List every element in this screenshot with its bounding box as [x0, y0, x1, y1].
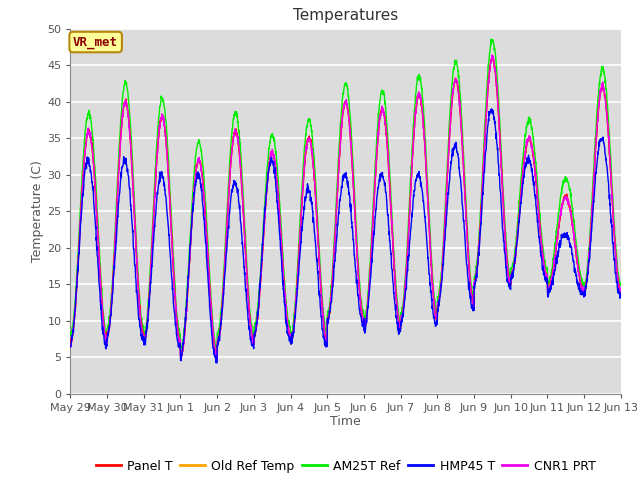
Text: VR_met: VR_met — [73, 36, 118, 48]
HMP45 T — [67, 343, 74, 349]
CNR1 PRT — [488, 52, 496, 58]
AM25T Ref — [67, 331, 74, 337]
Panel T — [617, 291, 625, 297]
CNR1 PRT — [569, 221, 577, 227]
AM25T Ref — [487, 36, 495, 42]
AM25T Ref — [584, 261, 592, 266]
AM25T Ref — [617, 279, 625, 285]
AM25T Ref — [362, 314, 369, 320]
Line: Old Ref Temp: Old Ref Temp — [70, 58, 621, 359]
Line: CNR1 PRT: CNR1 PRT — [70, 55, 621, 360]
AM25T Ref — [213, 349, 221, 355]
Old Ref Temp — [177, 356, 184, 361]
HMP45 T — [220, 280, 228, 286]
Old Ref Temp — [374, 141, 381, 146]
Old Ref Temp — [67, 341, 74, 347]
Panel T — [177, 355, 185, 361]
HMP45 T — [213, 360, 221, 366]
Line: HMP45 T: HMP45 T — [70, 109, 621, 363]
X-axis label: Time: Time — [330, 415, 361, 429]
CNR1 PRT — [584, 268, 592, 274]
Panel T — [569, 221, 577, 227]
HMP45 T — [569, 252, 577, 257]
AM25T Ref — [374, 125, 381, 131]
Title: Temperatures: Temperatures — [293, 9, 398, 24]
CNR1 PRT — [67, 341, 74, 347]
HMP45 T — [488, 106, 495, 112]
Line: Panel T: Panel T — [70, 56, 621, 358]
Panel T — [489, 53, 497, 59]
CNR1 PRT — [220, 277, 228, 283]
HMP45 T — [506, 286, 514, 291]
AM25T Ref — [569, 205, 577, 211]
Panel T — [67, 337, 74, 343]
HMP45 T — [617, 290, 625, 296]
Panel T — [584, 266, 592, 272]
Panel T — [374, 142, 381, 147]
AM25T Ref — [220, 262, 228, 268]
Legend: Panel T, Old Ref Temp, AM25T Ref, HMP45 T, CNR1 PRT: Panel T, Old Ref Temp, AM25T Ref, HMP45 … — [91, 455, 600, 478]
Old Ref Temp — [506, 282, 514, 288]
Old Ref Temp — [584, 269, 592, 275]
Old Ref Temp — [362, 320, 369, 326]
CNR1 PRT — [374, 142, 381, 147]
CNR1 PRT — [506, 279, 514, 285]
Line: AM25T Ref: AM25T Ref — [70, 39, 621, 352]
Old Ref Temp — [569, 223, 577, 228]
Old Ref Temp — [488, 55, 496, 61]
HMP45 T — [584, 271, 592, 277]
HMP45 T — [374, 188, 381, 193]
Old Ref Temp — [220, 272, 228, 277]
HMP45 T — [362, 325, 369, 331]
CNR1 PRT — [213, 357, 221, 362]
AM25T Ref — [506, 271, 514, 276]
Panel T — [506, 281, 514, 287]
Panel T — [220, 273, 228, 278]
CNR1 PRT — [617, 289, 625, 295]
Old Ref Temp — [617, 288, 625, 294]
Panel T — [362, 318, 369, 324]
CNR1 PRT — [362, 322, 369, 328]
Y-axis label: Temperature (C): Temperature (C) — [31, 160, 44, 262]
